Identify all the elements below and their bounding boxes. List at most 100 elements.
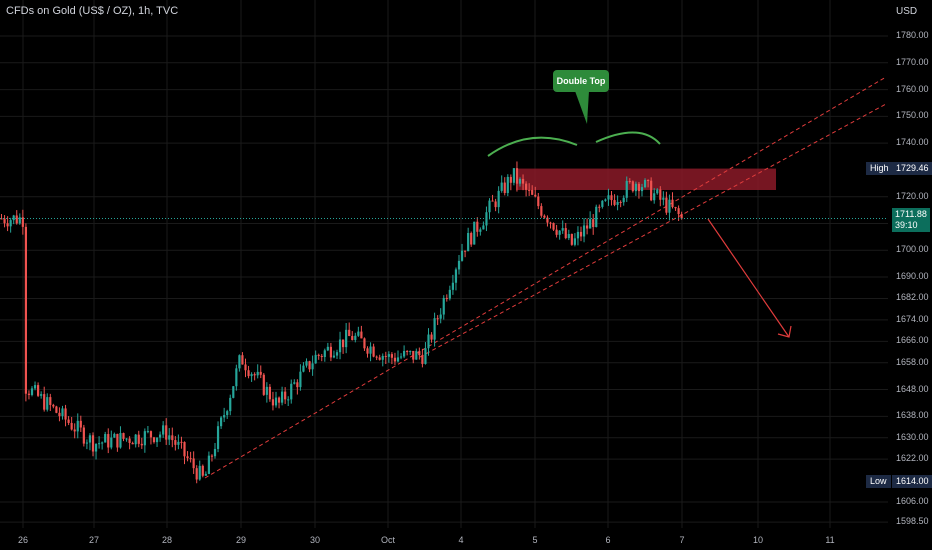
candle-body [40,394,43,396]
candle-body [497,190,500,208]
candle-body [27,393,31,395]
candle-body [262,374,265,395]
candle-body [430,334,433,340]
candle-body [656,189,659,194]
candle-body [94,443,98,452]
candle-body [24,226,27,394]
candle-body [366,348,369,354]
candle-body [329,346,332,358]
candle-body [564,228,567,239]
candle-body [152,437,156,443]
candle-body [143,431,146,446]
candle-body [631,181,634,192]
candle-body [601,200,604,207]
candle-body [216,426,220,449]
arrow-head [777,325,792,338]
candle-body [442,297,445,315]
candle-body [470,232,473,245]
candle-body [354,335,357,340]
candle-body [192,458,195,469]
candle-body [140,443,143,446]
candle-body [680,214,683,219]
candle-body [326,346,329,351]
candle-body [579,231,583,237]
trend-line [419,103,887,358]
low-label: Low [866,475,891,488]
candle-body [491,200,494,202]
candle-body [37,385,40,396]
candle-body [555,229,558,235]
candle-body [582,225,586,237]
candle-body [162,425,165,435]
candle-body [70,422,73,430]
candle-body [427,334,430,349]
candle-body [210,455,214,457]
candle-body [229,397,232,412]
candle-body [363,338,366,349]
candle-body [674,207,677,209]
candle-body [570,234,573,245]
chart-grid [0,0,888,528]
candle-body [131,442,134,445]
arc-left [487,136,578,157]
candle-body [290,383,293,400]
trend-line [204,76,887,479]
candle-body [204,473,207,476]
candle-body [357,331,360,336]
candle-body [393,357,397,362]
candle-body [122,433,125,439]
candle-body [195,468,198,480]
candle-body [418,351,421,356]
candle-body [201,465,204,476]
candle-body [332,355,336,358]
candle-body [186,456,189,459]
candle-body [250,374,253,377]
candle-body [552,222,555,230]
candle-body [677,208,680,215]
double-top-arcs [487,131,661,157]
candle-body [174,440,177,445]
candle-body [116,433,119,448]
arc-right [595,131,661,145]
candle-body [506,176,509,194]
candle-body [659,189,662,200]
candle-body [345,329,348,348]
candle-body [338,339,342,353]
double-top-callout[interactable]: Double Top [553,70,609,92]
candle-body [473,221,476,245]
candle-body [521,178,525,184]
candle-body [168,435,171,440]
candle-body [119,433,122,448]
bearish-arrow [707,218,792,338]
candle-body [479,229,482,232]
candle-body [98,443,101,445]
candle-body [125,438,128,440]
candle-body [271,399,275,406]
candle-body [650,180,653,201]
candle-body [149,431,153,438]
y-tick-label: 1598.50 [896,516,929,527]
candle-body [165,425,168,440]
candle-body [314,354,317,364]
candle-body [433,318,436,340]
arrow-shaft [707,218,790,338]
candle-body [390,354,393,358]
x-tick-label: 6 [605,535,611,545]
candle-body [189,458,192,460]
candle-body [101,442,104,444]
candle-body [351,336,354,340]
high-label: High [866,162,893,175]
candlesticks [0,161,683,484]
candle-body [415,351,418,360]
candle-body [451,282,454,290]
y-tick-label: 1780.00 [896,30,929,40]
callout-pointer [575,91,589,124]
y-tick-label: 1622.00 [896,453,929,464]
candle-body [409,350,412,352]
candle-body [622,197,625,203]
candle-body [46,397,49,410]
y-tick-label: 1630.00 [896,431,929,442]
x-tick-label: 29 [235,535,247,545]
candle-body [296,382,299,388]
